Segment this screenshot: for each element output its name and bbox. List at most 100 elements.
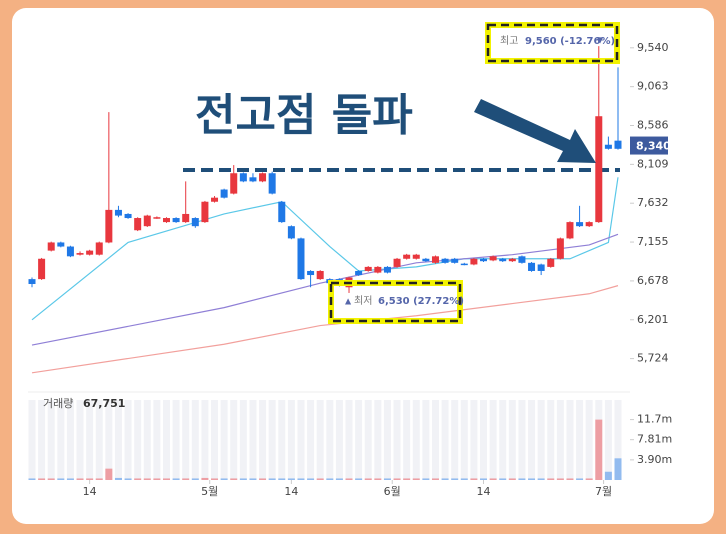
volume-bar xyxy=(259,478,267,480)
volume-bg xyxy=(38,400,46,480)
volume-bar xyxy=(57,478,65,480)
candle-body xyxy=(508,258,516,262)
high-marker: ▼ xyxy=(597,36,604,45)
x-tick-label: 7월 xyxy=(595,485,612,498)
arrow xyxy=(474,99,596,163)
volume-bar xyxy=(249,478,257,480)
volume-bar xyxy=(480,478,488,480)
volume-bg xyxy=(566,400,574,480)
volume-bar xyxy=(124,478,132,480)
candle-body xyxy=(124,213,132,219)
volume-bg xyxy=(239,400,247,480)
candle-body xyxy=(431,256,439,263)
volume-bg xyxy=(595,400,603,480)
volume-bar xyxy=(114,477,122,480)
volume-bar xyxy=(566,478,574,480)
moving-average xyxy=(31,285,619,374)
volume-bg xyxy=(86,400,94,480)
candle-body xyxy=(182,213,190,223)
volume-bar xyxy=(422,478,430,480)
candle-body xyxy=(105,209,113,243)
volume-bar xyxy=(412,478,420,480)
y-tick-label: 8,586 xyxy=(637,119,669,132)
candle-body xyxy=(518,256,526,263)
volume-bg xyxy=(143,400,151,480)
candle-body xyxy=(364,266,372,271)
volume-bg xyxy=(489,400,497,480)
volume-bar xyxy=(431,478,439,480)
candle-body xyxy=(614,140,622,149)
low-text: 6,530 (27.72%) xyxy=(378,296,464,307)
volume-bar xyxy=(595,419,603,480)
volume-bar xyxy=(499,478,507,480)
volume-bg xyxy=(364,400,372,480)
volume-bar xyxy=(355,478,363,480)
candle-body xyxy=(28,279,36,285)
candle-body xyxy=(278,201,286,223)
volume-bar xyxy=(66,478,74,480)
candle-body xyxy=(211,197,219,202)
candle-body xyxy=(66,246,74,257)
volume-bg xyxy=(211,400,219,480)
x-tick-label: 6월 xyxy=(384,485,401,498)
candle-body xyxy=(86,250,94,255)
current-price-label: 8,340 xyxy=(636,140,671,153)
volume-bg xyxy=(316,400,324,480)
candle-body xyxy=(220,189,228,198)
volume-bg xyxy=(172,400,180,480)
volume-bg xyxy=(470,400,478,480)
volume-bar xyxy=(95,478,103,480)
volume-bar xyxy=(191,478,199,480)
candle-body xyxy=(412,254,420,259)
volume-bar xyxy=(383,478,391,480)
high-box-dash xyxy=(486,23,619,63)
volume-bg xyxy=(460,400,468,480)
volume-tick-label: 11.7m xyxy=(637,413,672,426)
volume-bar xyxy=(105,468,113,480)
volume-bg xyxy=(383,400,391,480)
volume-bg xyxy=(230,400,238,480)
volume-bg xyxy=(537,400,545,480)
candle-body xyxy=(143,215,151,227)
volume-bar xyxy=(345,478,353,480)
volume-bg xyxy=(326,400,334,480)
candle-body xyxy=(374,266,382,273)
high-label: 최고 xyxy=(500,35,518,47)
candle-body xyxy=(95,242,103,255)
y-tick-label: 5,724 xyxy=(637,352,669,365)
candle-body xyxy=(57,242,65,247)
volume-bg xyxy=(28,400,36,480)
candle-body xyxy=(393,258,401,267)
moving-average xyxy=(31,233,619,346)
candle-body xyxy=(480,258,488,262)
candle-body xyxy=(383,266,391,273)
candle-body xyxy=(47,242,55,251)
candle-body xyxy=(239,173,247,182)
volume-bg xyxy=(547,400,555,480)
x-tick-label: 14 xyxy=(284,485,298,498)
volume-bg xyxy=(499,400,507,480)
low-box-dash xyxy=(329,281,462,323)
candle-body xyxy=(297,238,305,280)
candle-body xyxy=(547,258,555,267)
volume-bg xyxy=(182,400,190,480)
volume-bg xyxy=(297,400,305,480)
candle-body xyxy=(259,173,267,182)
volume-bg xyxy=(585,400,593,480)
y-tick-label: 9,063 xyxy=(637,80,669,93)
volume-bar xyxy=(230,478,238,480)
volume-bg xyxy=(335,400,343,480)
candle-body xyxy=(460,263,468,266)
candle-body xyxy=(191,218,199,227)
candle-body xyxy=(162,218,170,223)
candle-body xyxy=(489,256,497,261)
volume-bar xyxy=(153,478,161,480)
volume-bar xyxy=(47,478,55,480)
candle-body xyxy=(76,253,84,255)
volume-bar xyxy=(38,478,46,480)
volume-bar xyxy=(614,458,622,480)
volume-bg xyxy=(431,400,439,480)
candle-body xyxy=(38,258,46,280)
volume-bar xyxy=(162,478,170,480)
candle-body xyxy=(585,222,593,227)
